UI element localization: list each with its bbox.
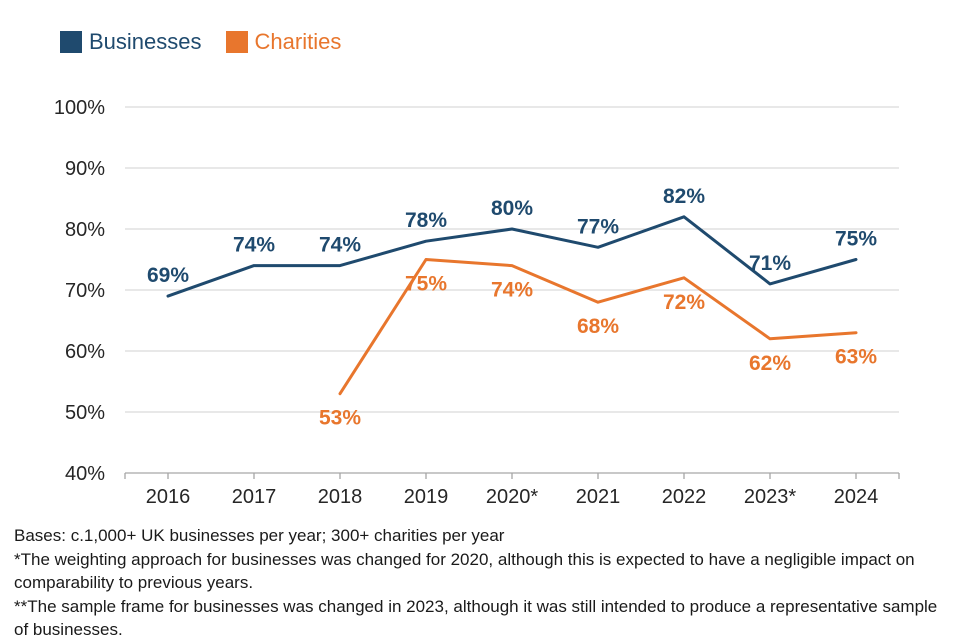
chart-legend: Businesses Charities xyxy=(60,30,341,54)
data-label-businesses: 69% xyxy=(147,264,189,287)
data-label-businesses: 71% xyxy=(749,252,791,275)
data-label-charities: 63% xyxy=(835,346,877,369)
data-label-businesses: 82% xyxy=(663,185,705,208)
x-tick-label: 2018 xyxy=(318,486,363,508)
data-label-charities: 74% xyxy=(491,279,533,302)
series-line-businesses xyxy=(166,215,858,298)
footnote-weighting: *The weighting approach for businesses w… xyxy=(14,549,915,593)
data-label-businesses: 74% xyxy=(319,234,361,257)
data-label-businesses: 78% xyxy=(405,209,447,232)
data-label-charities: 75% xyxy=(405,273,447,296)
data-label-businesses: 80% xyxy=(491,197,533,220)
y-tick-label: 70% xyxy=(65,280,105,302)
x-tick-label: 2017 xyxy=(232,486,277,508)
y-tick-label: 80% xyxy=(65,219,105,241)
x-tick-label: 2024 xyxy=(834,486,879,508)
line-chart: 40% 50% 60% 70% 80% 90% 100% 2016 2017 2018 2019 20… xyxy=(54,97,900,508)
data-label-charities: 72% xyxy=(663,291,705,314)
x-tick-label: 2020* xyxy=(486,486,538,508)
y-tick-label: 40% xyxy=(65,463,105,485)
legend-item-charities: Charities xyxy=(225,29,342,54)
y-tick-label: 90% xyxy=(65,158,105,180)
y-tick-label: 100% xyxy=(54,97,105,119)
data-label-charities: 62% xyxy=(749,352,791,375)
charities-legend-swatch xyxy=(225,31,248,53)
charities-legend-label: Charities xyxy=(254,29,342,54)
x-tick-label: 2023* xyxy=(744,486,796,508)
data-label-charities: 68% xyxy=(577,315,619,338)
x-tick-label: 2019 xyxy=(404,486,449,508)
legend-item-businesses: Businesses xyxy=(60,30,202,54)
businesses-legend-swatch xyxy=(60,31,82,53)
y-tick-label: 50% xyxy=(65,402,105,424)
footnote-bases: Bases: c.1,000+ UK businesses per year; … xyxy=(14,526,505,545)
data-label-businesses: 74% xyxy=(233,234,275,257)
x-tick-label: 2022 xyxy=(662,486,707,508)
series-line-charities xyxy=(338,258,858,396)
data-label-businesses: 77% xyxy=(577,215,619,238)
footnotes: Bases: c.1,000+ UK businesses per year; … xyxy=(14,524,950,642)
footnote-sample-frame: **The sample frame for businesses was ch… xyxy=(14,596,938,640)
data-label-charities: 53% xyxy=(319,407,361,430)
businesses-legend-label: Businesses xyxy=(89,29,202,54)
data-label-businesses: 75% xyxy=(835,228,877,251)
y-tick-label: 60% xyxy=(65,341,105,363)
x-tick-label: 2016 xyxy=(146,486,191,508)
x-tick-label: 2021 xyxy=(576,486,621,508)
